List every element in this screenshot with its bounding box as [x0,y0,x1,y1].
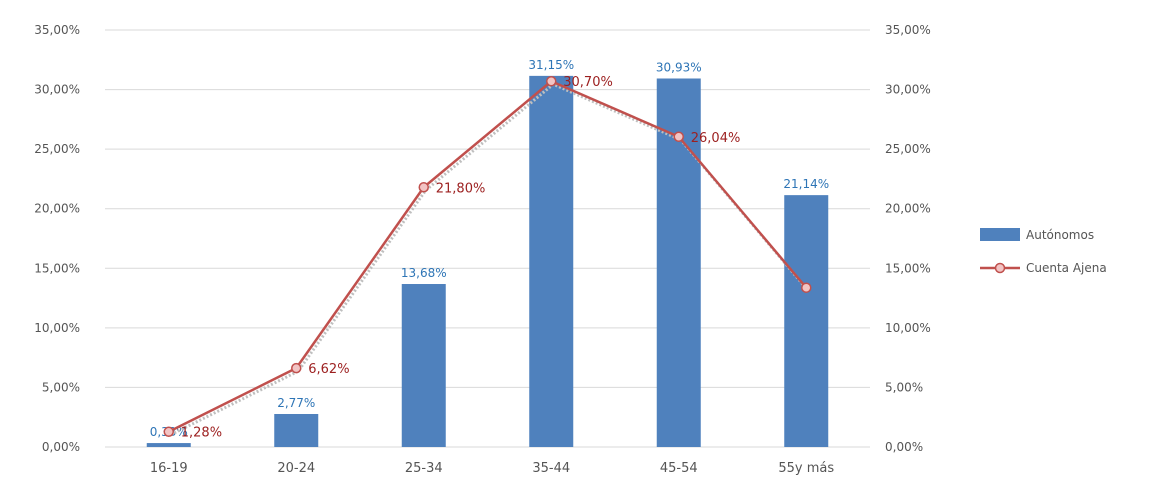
line-series [168,79,808,433]
y-tick-label-left: 0,00% [42,440,80,454]
y-tick-label-left: 25,00% [34,142,80,156]
line-marker [291,362,302,374]
legend-swatch-bars [980,228,1020,241]
legend-swatch-marker [994,262,1006,274]
line-marker [673,131,684,143]
legend-label: Autónomos [1026,228,1094,242]
bar-data-label: 13,68% [401,266,447,280]
y-tick-label-left: 20,00% [34,202,80,216]
y-tick-label-right: 20,00% [885,202,931,216]
y-tick-label-right: 25,00% [885,142,931,156]
x-tick-label: 25-34 [405,461,443,476]
bar [401,284,446,447]
y-tick-label-right: 35,00% [885,23,931,37]
legend-label: Cuenta Ajena [1026,261,1107,275]
x-tick-label: 35-44 [532,461,570,476]
bar [784,195,829,447]
bar [274,413,319,447]
y-tick-label-left: 5,00% [42,380,80,394]
line-data-label: 6,62% [308,362,349,377]
line-marker [163,426,174,437]
x-tick-label: 16-19 [150,461,188,476]
y-tick-label-right: 5,00% [885,380,923,394]
bar [146,443,191,447]
x-tick-label: 45-54 [660,461,698,476]
line-marker [801,282,812,293]
x-tick-label: 55y más [778,461,834,476]
y-tick-label-left: 10,00% [34,321,80,335]
line-data-label: 1,28% [181,426,222,441]
y-tick-label-left: 15,00% [34,261,80,275]
y-tick-label-left: 30,00% [34,83,80,97]
bar-data-label: 30,93% [656,60,702,74]
y-tick-label-right: 0,00% [885,440,923,454]
line-data-label: 30,70% [563,75,613,90]
line-data-label: 21,80% [436,181,486,196]
y-tick-label-left: 35,00% [34,23,80,37]
bar-data-label: 21,14% [783,177,829,191]
line-marker [546,75,557,87]
line-marker [418,182,429,193]
bar [529,75,574,448]
x-tick-label: 20-24 [277,461,315,476]
bar-data-label: 31,15% [528,58,574,72]
y-tick-label-right: 10,00% [885,321,931,335]
bar-data-label: 2,77% [277,396,315,410]
y-tick-label-right: 30,00% [885,83,931,97]
y-tick-label-right: 15,00% [885,261,931,275]
line-data-label: 26,04% [691,131,741,146]
